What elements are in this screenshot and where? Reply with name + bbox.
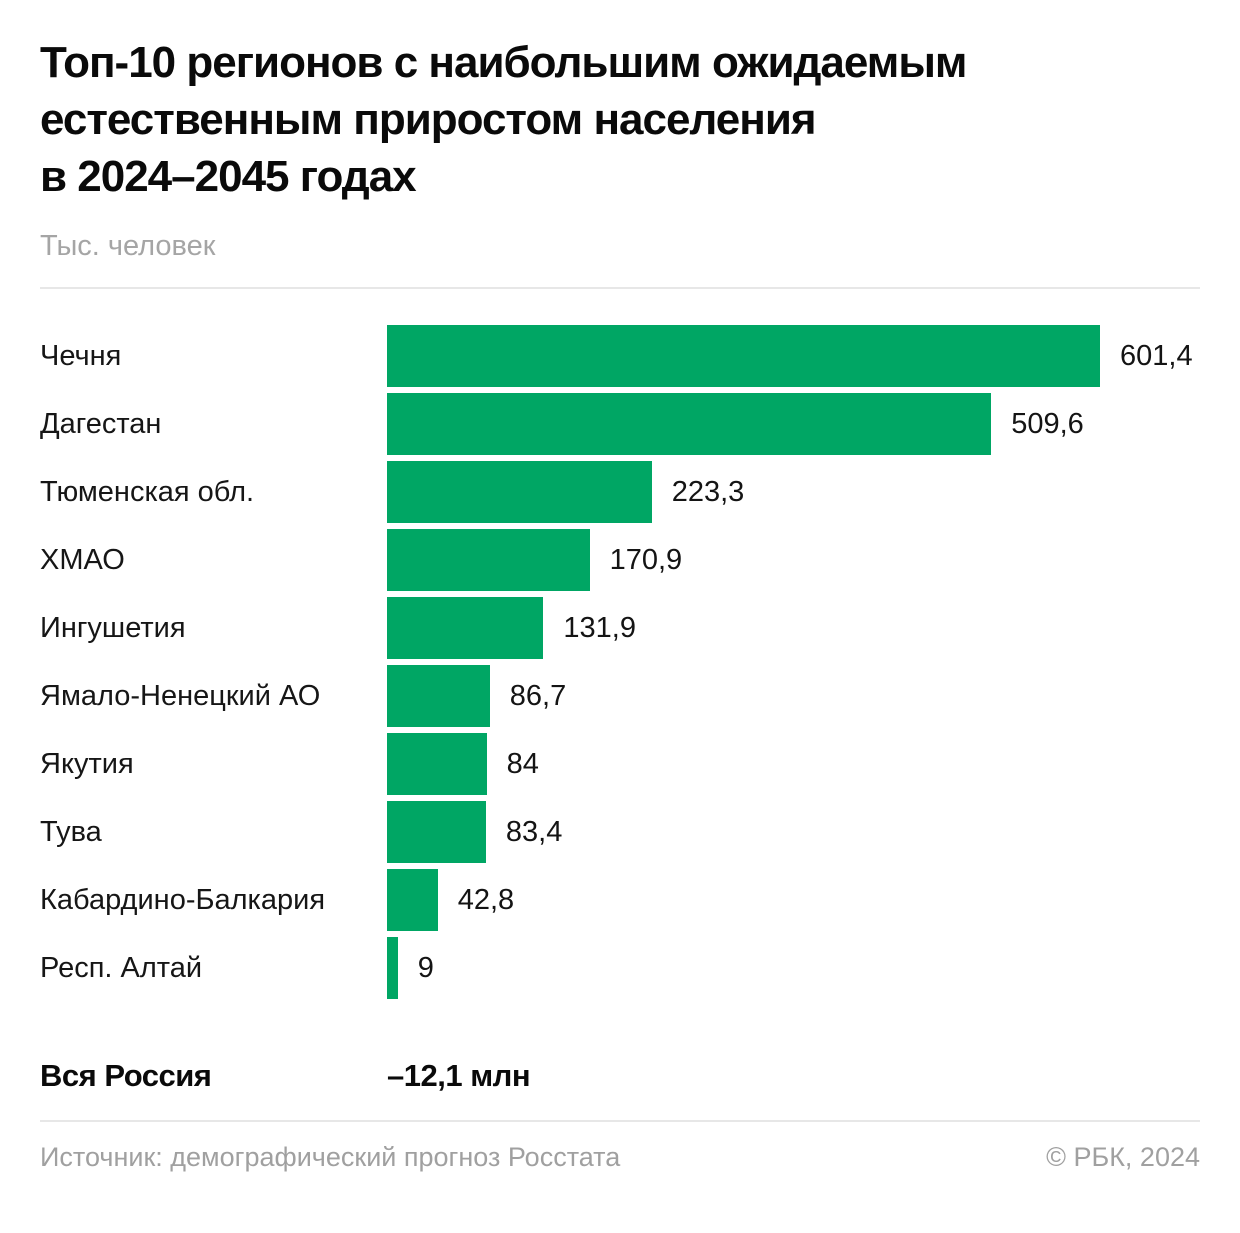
divider <box>40 1120 1200 1122</box>
chart-row: Ингушетия 131,9 <box>40 594 1200 662</box>
bar <box>387 461 652 523</box>
summary-value: –12,1 млн <box>387 1058 531 1093</box>
chart-row: Тува 83,4 <box>40 798 1200 866</box>
bar-value-label: 601,4 <box>1120 339 1193 372</box>
bar <box>387 393 992 455</box>
bar-chart: Чечня 601,4 Дагестан 509,6 Тюменская обл. 223… <box>40 322 1200 1002</box>
bar <box>387 733 487 795</box>
bar <box>387 597 544 659</box>
page-title: Топ-10 регионов с наибольшим ожидаемым е… <box>40 34 1200 205</box>
chart-row: Дагестан 509,6 <box>40 390 1200 458</box>
category-label: Ингушетия <box>40 611 186 644</box>
category-label: Респ. Алтай <box>40 951 203 984</box>
chart-row: ХМАО 170,9 <box>40 526 1200 594</box>
category-label: Кабардино-Балкария <box>40 883 326 916</box>
chart-row: Ямало-Ненецкий АО 86,7 <box>40 662 1200 730</box>
chart-units-subtitle: Тыс. человек <box>40 230 216 262</box>
bar-value-label: 86,7 <box>509 679 567 712</box>
chart-row: Кабардино-Балкария 42,8 <box>40 866 1200 934</box>
page-title-line: естественным приростом населения <box>40 95 817 144</box>
summary-row: Вся Россия –12,1 млн <box>40 1058 1200 1094</box>
page-title-line: в 2024–2045 годах <box>40 152 417 201</box>
page-title-line: Топ-10 регионов с наибольшим ожидаемым <box>40 38 967 87</box>
bar-value-label: 83,4 <box>505 815 563 848</box>
category-label: Тюменская обл. <box>40 475 255 508</box>
summary-label: Вся Россия <box>40 1058 212 1093</box>
bar <box>387 665 490 727</box>
bar-value-label: 9 <box>417 951 434 984</box>
bar <box>387 801 486 863</box>
infographic-page: Топ-10 регионов с наибольшим ожидаемым е… <box>0 34 1240 1173</box>
bar-value-label: 509,6 <box>1011 407 1084 440</box>
copyright-text: © РБК, 2024 <box>1046 1142 1200 1172</box>
chart-row: Тюменская обл. 223,3 <box>40 458 1200 526</box>
bar-value-label: 42,8 <box>457 883 515 916</box>
bar-value-label: 170,9 <box>609 543 683 576</box>
bar-value-label: 131,9 <box>563 611 636 644</box>
bar <box>387 869 438 931</box>
chart-row: Якутия 84 <box>40 730 1200 798</box>
category-label: Дагестан <box>40 407 162 440</box>
chart-row: Респ. Алтай 9 <box>40 934 1200 1002</box>
bar-value-label: 84 <box>506 747 539 780</box>
footer: Источник: демографический прогноз Росста… <box>40 1142 1200 1173</box>
bar-value-label: 223,3 <box>671 475 745 508</box>
chart-row: Чечня 601,4 <box>40 322 1200 390</box>
category-label: ХМАО <box>40 543 125 576</box>
bar <box>387 529 590 591</box>
source-text: Источник: демографический прогноз Росста… <box>40 1142 621 1172</box>
category-label: Якутия <box>40 747 134 780</box>
category-label: Ямало-Ненецкий АО <box>40 679 321 712</box>
bar <box>387 937 398 999</box>
category-label: Тува <box>40 815 102 848</box>
category-label: Чечня <box>40 339 122 372</box>
divider <box>40 287 1200 289</box>
bar <box>387 325 1100 387</box>
